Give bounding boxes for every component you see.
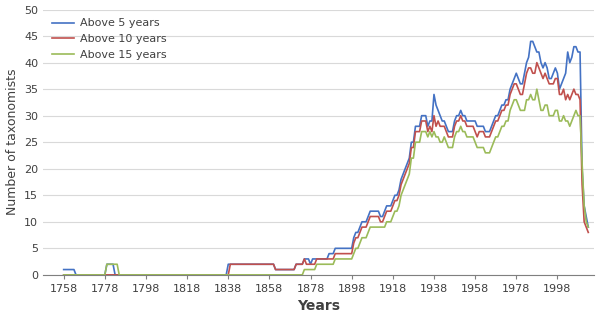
Above 5 years: [290, 268, 298, 271]
Above 10 years: [319, 257, 326, 261]
Above 5 years: [322, 257, 329, 261]
X-axis label: Years: Years: [297, 300, 340, 314]
Above 10 years: [224, 273, 232, 277]
Line: Above 10 years: Above 10 years: [64, 63, 588, 275]
Above 5 years: [73, 273, 80, 277]
Legend: Above 5 years, Above 10 years, Above 15 years: Above 5 years, Above 10 years, Above 15 …: [49, 15, 170, 63]
Above 5 years: [584, 225, 592, 229]
Above 10 years: [584, 231, 592, 234]
Y-axis label: Number of taxonomists: Number of taxonomists: [5, 69, 19, 215]
Above 5 years: [60, 268, 67, 271]
Above 10 years: [486, 135, 493, 139]
Above 15 years: [584, 225, 592, 229]
Above 10 years: [533, 61, 541, 64]
Above 15 years: [260, 273, 267, 277]
Above 15 years: [60, 273, 67, 277]
Above 5 years: [262, 262, 269, 266]
Above 10 years: [289, 268, 296, 271]
Above 15 years: [319, 262, 326, 266]
Above 5 years: [488, 124, 495, 128]
Above 10 years: [253, 262, 260, 266]
Above 15 years: [289, 273, 296, 277]
Above 10 years: [60, 273, 67, 277]
Above 5 years: [527, 40, 534, 43]
Line: Above 5 years: Above 5 years: [64, 41, 588, 275]
Above 15 years: [253, 273, 260, 277]
Above 15 years: [486, 151, 493, 155]
Above 15 years: [224, 273, 232, 277]
Above 15 years: [533, 87, 541, 91]
Above 10 years: [260, 262, 267, 266]
Above 5 years: [227, 262, 234, 266]
Line: Above 15 years: Above 15 years: [64, 89, 588, 275]
Above 5 years: [256, 262, 263, 266]
